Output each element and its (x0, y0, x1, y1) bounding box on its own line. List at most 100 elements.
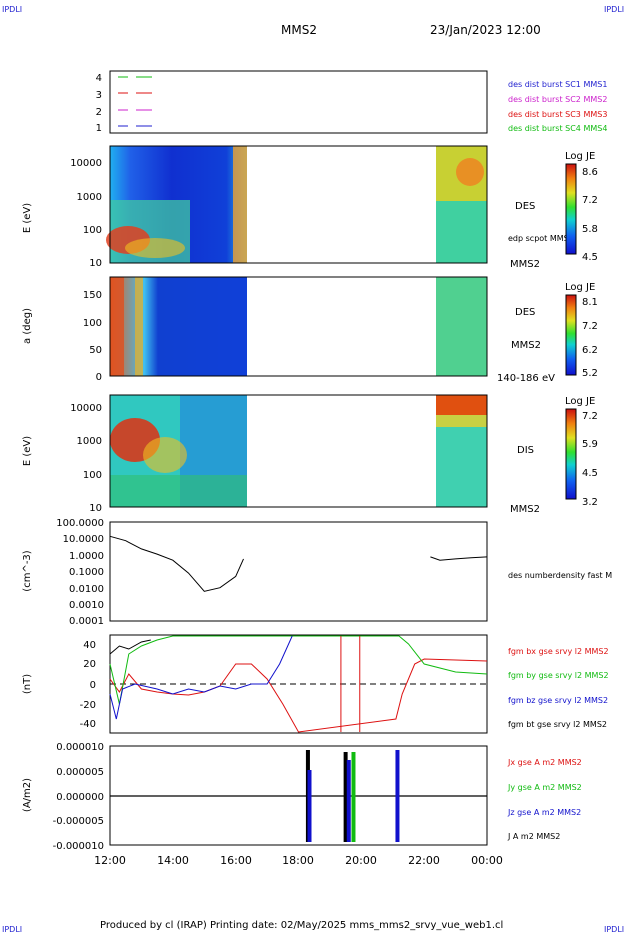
footer-credit: Produced by cl (IRAP) Printing date: 02/… (100, 920, 503, 931)
des-pitch-heatmap-warm (135, 277, 143, 376)
des-energy-cbar-tick: 7.2 (582, 195, 598, 206)
panel-des-energy: 10000 1000 100 10 E (eV) DES edp scpot M… (22, 145, 598, 270)
des-energy-sc-label: MMS2 (510, 259, 540, 270)
des-energy-ytick: 1000 (77, 192, 102, 203)
bfield-series (109, 635, 488, 733)
des-energy-heatmap-warm (125, 238, 185, 258)
time-axis-tick: 18:00 (282, 854, 314, 867)
current-spike (346, 760, 351, 842)
bt-line (109, 639, 151, 655)
des-pitch-cbar-tick: 7.2 (582, 321, 598, 332)
des-energy-ytick: 10 (89, 258, 102, 269)
dis-energy-heatmap-right-mid (436, 415, 487, 427)
bfield-ytick: 20 (83, 659, 96, 670)
panel-density-frame (109, 521, 488, 622)
current-spike (395, 750, 400, 842)
des-pitch-ytick: 0 (96, 372, 102, 383)
des-pitch-cbar-tick: 6.2 (582, 345, 598, 356)
des-pitch-energy-label: 140-186 eV (497, 373, 555, 384)
dis-energy-heatmap-warm (143, 437, 187, 473)
time-axis-tick: 12:00 (94, 854, 126, 867)
bfield-legend-bt: fgm bt gse srvy l2 MMS2 (508, 720, 607, 729)
time-axis-tick: 14:00 (157, 854, 189, 867)
des-energy-ytick: 10000 (70, 158, 102, 169)
current-ytick: -0.000005 (53, 816, 104, 827)
des-energy-label: DES (515, 201, 535, 212)
des-energy-colorbar (565, 163, 577, 255)
panel-density: 100.0000 10.0000 1.0000 0.1000 0.0100 0.… (22, 518, 612, 627)
dis-energy-colorbar (565, 408, 577, 500)
by-line (109, 635, 488, 705)
des-pitch-colorbar (565, 294, 577, 376)
bfield-ylabel: (nT) (22, 674, 33, 694)
des-energy-ytick: 100 (83, 225, 102, 236)
des-pitch-ytick: 50 (89, 345, 102, 356)
density-ytick: 1.0000 (69, 551, 104, 562)
density-ytick: 0.0100 (69, 584, 104, 595)
panel-des-pitch-frame (109, 276, 488, 377)
des-pitch-sc-label: MMS2 (511, 340, 541, 351)
current-legend-jz: Jz gse A m2 MMS2 (507, 808, 581, 817)
burst-legend-sc4: des dist burst SC4 MMS4 (508, 124, 607, 133)
figure-datetime: 23/Jan/2023 12:00 (430, 23, 541, 37)
des-energy-ylabel: E (eV) (22, 203, 33, 233)
current-ytick: 0.000005 (56, 767, 104, 778)
burst-ytick: 4 (96, 73, 102, 84)
current-spike (307, 770, 312, 842)
density-ytick: 0.0010 (69, 600, 104, 611)
current-legend-jx: Jx gse A m2 MMS2 (507, 758, 582, 767)
density-series (109, 535, 488, 592)
density-ytick: 0.1000 (69, 567, 104, 578)
burst-legend-sc1: des dist burst SC1 MMS1 (508, 80, 607, 89)
bfield-ytick: -20 (80, 700, 96, 711)
dis-energy-ytick: 10000 (70, 403, 102, 414)
bfield-legend-bx: fgm bx gse srvy l2 MMS2 (508, 647, 609, 656)
time-axis-tick: 20:00 (345, 854, 377, 867)
des-energy-cbar-tick: 4.5 (582, 252, 598, 263)
bx-line (109, 658, 488, 733)
bfield-ytick: 0 (90, 680, 96, 691)
time-axis-tick: 16:00 (220, 854, 252, 867)
dis-energy-ylabel: E (eV) (22, 436, 33, 466)
des-pitch-label: DES (515, 307, 535, 318)
corner-label-top-left: IPDLI (2, 5, 22, 14)
panel-dis-energy: 10000 1000 100 10 E (eV) DIS MMS2 Log JE… (22, 394, 598, 515)
dis-energy-heatmap-right-top (436, 395, 487, 415)
burst-legend-sc2: des dist burst SC2 MMS2 (508, 95, 607, 104)
density-label: des numberdensity fast M (508, 571, 612, 580)
burst-ytick: 3 (96, 90, 102, 101)
dis-energy-label: DIS (517, 445, 534, 456)
dis-energy-cbar-tick: 5.9 (582, 439, 598, 450)
panel-bfield: 40 20 0 -20 -40 (nT) fgm bx gse srvy l2 … (22, 634, 609, 734)
corner-label-bottom-right: IPDLI (604, 925, 624, 934)
density-ytick: 10.0000 (63, 534, 104, 545)
des-energy-cbar-tick: 5.8 (582, 224, 598, 235)
density-ytick: 0.0001 (69, 616, 104, 627)
current-ytick: 0.000010 (56, 742, 104, 753)
burst-ytick: 1 (96, 123, 102, 134)
density-line (430, 556, 488, 561)
des-pitch-heatmap-left (110, 277, 247, 376)
bfield-ytick: 40 (83, 640, 96, 651)
des-energy-heatmap-right-hot (456, 158, 484, 186)
des-pitch-ytick: 150 (83, 290, 102, 301)
dis-energy-cbar-tick: 7.2 (582, 411, 598, 422)
bfield-legend-by: fgm by gse srvy l2 MMS2 (508, 671, 609, 680)
time-axis-tick: 22:00 (408, 854, 440, 867)
burst-ytick: 2 (96, 107, 102, 118)
des-energy-cbar-title: Log JE (565, 151, 595, 162)
dis-energy-cbar-tick: 3.2 (582, 497, 598, 508)
des-pitch-heatmap-hot (110, 277, 124, 376)
bz-line (109, 635, 293, 720)
des-energy-scpot-label: edp scpot MMS2 (508, 234, 574, 243)
dis-energy-sc-label: MMS2 (510, 504, 540, 515)
dis-energy-cbar-title: Log JE (565, 396, 595, 407)
current-ylabel: (A/m2) (22, 778, 33, 812)
panel-des-energy-frame (109, 145, 488, 264)
des-pitch-cbar-tick: 5.2 (582, 368, 598, 379)
density-ylabel: (cm^-3) (22, 550, 33, 591)
bfield-ytick: -40 (80, 719, 96, 730)
figure-title: MMS2 (281, 23, 317, 37)
current-series (305, 750, 400, 842)
